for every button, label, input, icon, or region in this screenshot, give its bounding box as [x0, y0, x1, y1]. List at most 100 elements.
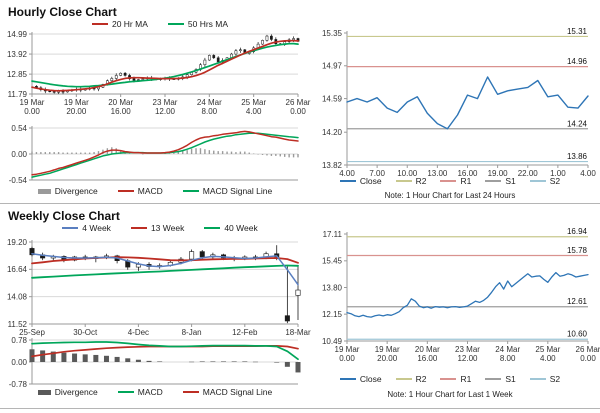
weekly-macd-chart: -0.78 0.00 0.78	[9, 336, 301, 389]
svg-text:22.00: 22.00	[518, 169, 539, 178]
legend-swatch	[130, 227, 147, 229]
hourly-close-chart-title: Hourly Close Chart	[8, 5, 117, 19]
legend-label: MACD	[137, 387, 163, 397]
legend-label: 50 Hrs MA	[187, 19, 229, 29]
svg-text:17.11: 17.11	[323, 230, 343, 239]
svg-text:-0.78: -0.78	[9, 380, 28, 389]
svg-text:19.20: 19.20	[7, 238, 28, 247]
bottom-divider	[0, 408, 600, 409]
legend-swatch	[529, 378, 546, 380]
svg-text:0.00: 0.00	[339, 354, 355, 363]
svg-text:4.00: 4.00	[540, 354, 556, 363]
weekly-pivot-note: Note: 1 Hour Chart for Last 1 Week	[387, 390, 513, 399]
svg-text:20 Mar: 20 Mar	[415, 345, 440, 354]
svg-text:13.82: 13.82	[322, 161, 343, 170]
legend-label: MACD Signal Line	[202, 387, 273, 397]
legend-item: R2	[395, 176, 426, 186]
legend-label: Divergence	[54, 186, 98, 196]
svg-text:25 Mar: 25 Mar	[241, 98, 266, 107]
weekly-price-legend: 4 Week 13 Week 40 Week	[20, 223, 300, 233]
svg-text:10.49: 10.49	[322, 337, 343, 346]
legend-label: Divergence	[54, 387, 98, 397]
svg-text:0.00: 0.00	[290, 107, 306, 116]
legend-item: MACD	[117, 387, 163, 397]
svg-text:1.00: 1.00	[550, 169, 566, 178]
svg-text:-0.54: -0.54	[9, 176, 28, 185]
legend-swatch	[62, 227, 79, 229]
legend-item: Close	[339, 176, 382, 186]
hourly-macd-chart: -0.54 0.00 0.54	[9, 124, 299, 185]
svg-text:18-Mar: 18-Mar	[285, 328, 311, 337]
svg-text:8.00: 8.00	[202, 107, 218, 116]
svg-text:7.00: 7.00	[369, 169, 385, 178]
intraday-note: Note: 1 Hour Chart for Last 24 Hours	[384, 191, 516, 200]
svg-text:30-Oct: 30-Oct	[73, 328, 98, 337]
svg-text:14.96: 14.96	[567, 57, 588, 66]
legend-swatch	[117, 391, 134, 393]
svg-text:10.60: 10.60	[567, 330, 588, 339]
legend-item: 40 Week	[204, 223, 258, 233]
svg-text:14.99: 14.99	[7, 30, 28, 39]
svg-text:0.00: 0.00	[24, 107, 40, 116]
svg-text:13.92: 13.92	[7, 50, 28, 59]
svg-text:19 Mar: 19 Mar	[375, 345, 400, 354]
svg-text:19 Mar: 19 Mar	[20, 98, 45, 107]
legend-swatch	[167, 23, 184, 25]
svg-text:20.00: 20.00	[377, 354, 398, 363]
legend-swatch	[440, 180, 457, 182]
legend-item: R2	[395, 374, 426, 384]
legend-label: S1	[505, 374, 516, 384]
legend-label: S1	[505, 176, 516, 186]
svg-text:16.00: 16.00	[417, 354, 438, 363]
legend-label: MACD	[137, 186, 163, 196]
svg-text:19 Mar: 19 Mar	[64, 98, 89, 107]
svg-text:26 Mar: 26 Mar	[286, 98, 311, 107]
svg-text:25 Mar: 25 Mar	[535, 345, 560, 354]
legend-item: R1	[440, 176, 471, 186]
svg-text:23 Mar: 23 Mar	[455, 345, 480, 354]
legend-item: Close	[339, 374, 382, 384]
legend-label: Close	[359, 176, 382, 186]
svg-text:8.00: 8.00	[500, 354, 516, 363]
legend-label: 4 Week	[82, 223, 111, 233]
legend-item: MACD Signal Line	[182, 186, 272, 196]
weekly-pivot-legend: Close R2 R1 S1 S2	[305, 374, 595, 384]
legend-swatch	[182, 190, 199, 192]
svg-text:12-Feb: 12-Feb	[232, 328, 258, 337]
legend-label: 40 Week	[224, 223, 258, 233]
svg-text:12.00: 12.00	[457, 354, 478, 363]
weekly-price-chart: 11.52 14.08 16.64 19.20 25-Sep 30-Oct 4-Dec 8-J…	[7, 238, 311, 337]
svg-text:0.54: 0.54	[11, 124, 27, 133]
legend-item: 4 Week	[62, 223, 111, 233]
intraday-pivot-chart: 13.82 14.20 14.59 14.97 15.35 4.00 7.00 10.00 13…	[322, 27, 596, 178]
legend-item: MACD Signal Line	[182, 387, 273, 397]
legend-label: 13 Week	[150, 223, 185, 233]
legend-swatch	[529, 180, 546, 182]
legend-item: 20 Hr MA	[91, 19, 148, 29]
legend-swatch	[204, 227, 221, 229]
svg-text:10.00: 10.00	[397, 169, 418, 178]
svg-text:12.15: 12.15	[322, 310, 343, 319]
svg-text:13.86: 13.86	[567, 152, 588, 161]
legend-swatch	[37, 389, 51, 395]
legend-item: S1	[485, 176, 516, 186]
svg-text:4.00: 4.00	[339, 169, 355, 178]
svg-text:11.52: 11.52	[8, 320, 28, 329]
legend-swatch	[117, 190, 134, 192]
section-divider	[0, 203, 600, 204]
svg-text:16.00: 16.00	[457, 169, 478, 178]
svg-text:4.00: 4.00	[580, 169, 596, 178]
svg-text:23 Mar: 23 Mar	[153, 98, 178, 107]
legend-label: R1	[460, 176, 472, 186]
svg-text:24 Mar: 24 Mar	[197, 98, 222, 107]
legend-item: S2	[529, 374, 561, 384]
svg-text:14.24: 14.24	[567, 119, 588, 128]
legend-label: S2	[549, 374, 561, 384]
intraday-legend: Close R2 R1 S1 S2	[305, 176, 595, 186]
hourly-price-legend: 20 Hr MA 50 Hrs MA	[20, 19, 300, 29]
svg-text:20 Mar: 20 Mar	[108, 98, 133, 107]
legend-label: 20 Hr MA	[111, 19, 148, 29]
